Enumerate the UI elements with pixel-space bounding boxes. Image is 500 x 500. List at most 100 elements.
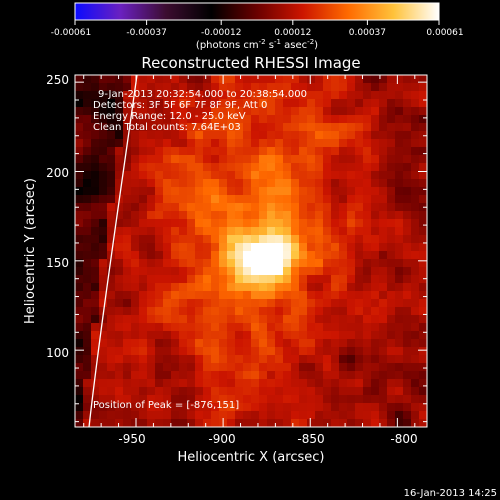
heatmap-cell [147,227,156,236]
heatmap-cell [347,115,356,124]
heatmap-cell [419,171,427,180]
heatmap-cell [195,91,204,100]
heatmap-cell [299,195,308,204]
heatmap-cell [115,123,124,132]
heatmap-cell [75,147,84,156]
heatmap-cell [147,195,156,204]
heatmap-cell [123,379,132,388]
heatmap-cell [371,91,380,100]
heatmap-cell [355,179,364,188]
heatmap-cell [139,243,148,252]
heatmap-cell [139,379,148,388]
heatmap-cell [171,363,180,372]
heatmap-cell [387,123,396,132]
heatmap-cell [91,331,100,340]
heatmap-cell [147,419,156,427]
heatmap-cell [99,235,108,244]
heatmap-cell [99,251,108,260]
heatmap-cell [387,195,396,204]
heatmap-cell [147,219,156,228]
heatmap-cell [203,275,212,284]
heatmap-cell [235,91,244,100]
heatmap-cell [267,83,276,92]
heatmap-cell [419,403,427,412]
heatmap-cell [371,219,380,228]
heatmap-cell [371,259,380,268]
heatmap-cell [115,331,124,340]
heatmap-cell [387,203,396,212]
heatmap-cell [395,315,404,324]
heatmap-cell [91,219,100,228]
heatmap-cell [395,155,404,164]
heatmap-cell [419,115,427,124]
heatmap-cell [211,235,220,244]
heatmap-cell [363,179,372,188]
heatmap-cell [347,83,356,92]
heatmap-cell [355,163,364,172]
heatmap-cell [339,75,348,84]
heatmap-cell [107,91,116,100]
heatmap-cell [275,371,284,380]
heatmap-cell [139,411,148,420]
heatmap-cell [299,379,308,388]
heatmap-cell [171,387,180,396]
heatmap-cell [331,219,340,228]
heatmap-cell [219,315,228,324]
heatmap-cell [331,131,340,140]
heatmap-cell [75,115,84,124]
heatmap-cell [115,291,124,300]
heatmap-cell [283,211,292,220]
heatmap-cell [363,99,372,108]
heatmap-cell [307,275,316,284]
heatmap-cell [347,155,356,164]
heatmap-cell [83,75,92,84]
heatmap-cell [339,403,348,412]
heatmap-cell [147,147,156,156]
heatmap-cell [115,75,124,84]
heatmap-cell [379,171,388,180]
heatmap-cell [83,187,92,196]
heatmap-cell [331,139,340,148]
heatmap-cell [131,115,140,124]
heatmap-cell [379,307,388,316]
heatmap-cell [363,251,372,260]
heatmap-cell [267,195,276,204]
heatmap-cell [171,131,180,140]
heatmap-cell [195,123,204,132]
heatmap-cell [291,211,300,220]
heatmap-cell [355,235,364,244]
heatmap-cell [147,171,156,180]
heatmap-cell [139,323,148,332]
heatmap-cell [131,179,140,188]
heatmap-cell [171,315,180,324]
heatmap-cell [363,307,372,316]
footer-timestamp: 16-Jan-2013 14:25 [404,488,497,499]
heatmap-cell [283,91,292,100]
heatmap-cell [395,291,404,300]
heatmap-cell [291,299,300,308]
heatmap-cell [171,115,180,124]
heatmap-cell [251,179,260,188]
heatmap-cell [123,123,132,132]
heatmap-cell [147,267,156,276]
heatmap-cell [291,275,300,284]
heatmap-cell [267,227,276,236]
heatmap-cell [419,155,427,164]
heatmap-cell [107,227,116,236]
heatmap-cell [395,147,404,156]
heatmap-cell [331,91,340,100]
heatmap-cell [171,283,180,292]
heatmap-cell [251,195,260,204]
heatmap-cell [235,339,244,348]
heatmap-cell [275,251,284,260]
heatmap-cell [403,307,412,316]
heatmap-cell [163,115,172,124]
heatmap-cell [131,107,140,116]
heatmap-cell [171,163,180,172]
heatmap-cell [123,387,132,396]
heatmap-cell [75,195,84,204]
heatmap-cell [163,315,172,324]
heatmap-cell [235,331,244,340]
heatmap-cell [219,299,228,308]
heatmap-cell [339,83,348,92]
